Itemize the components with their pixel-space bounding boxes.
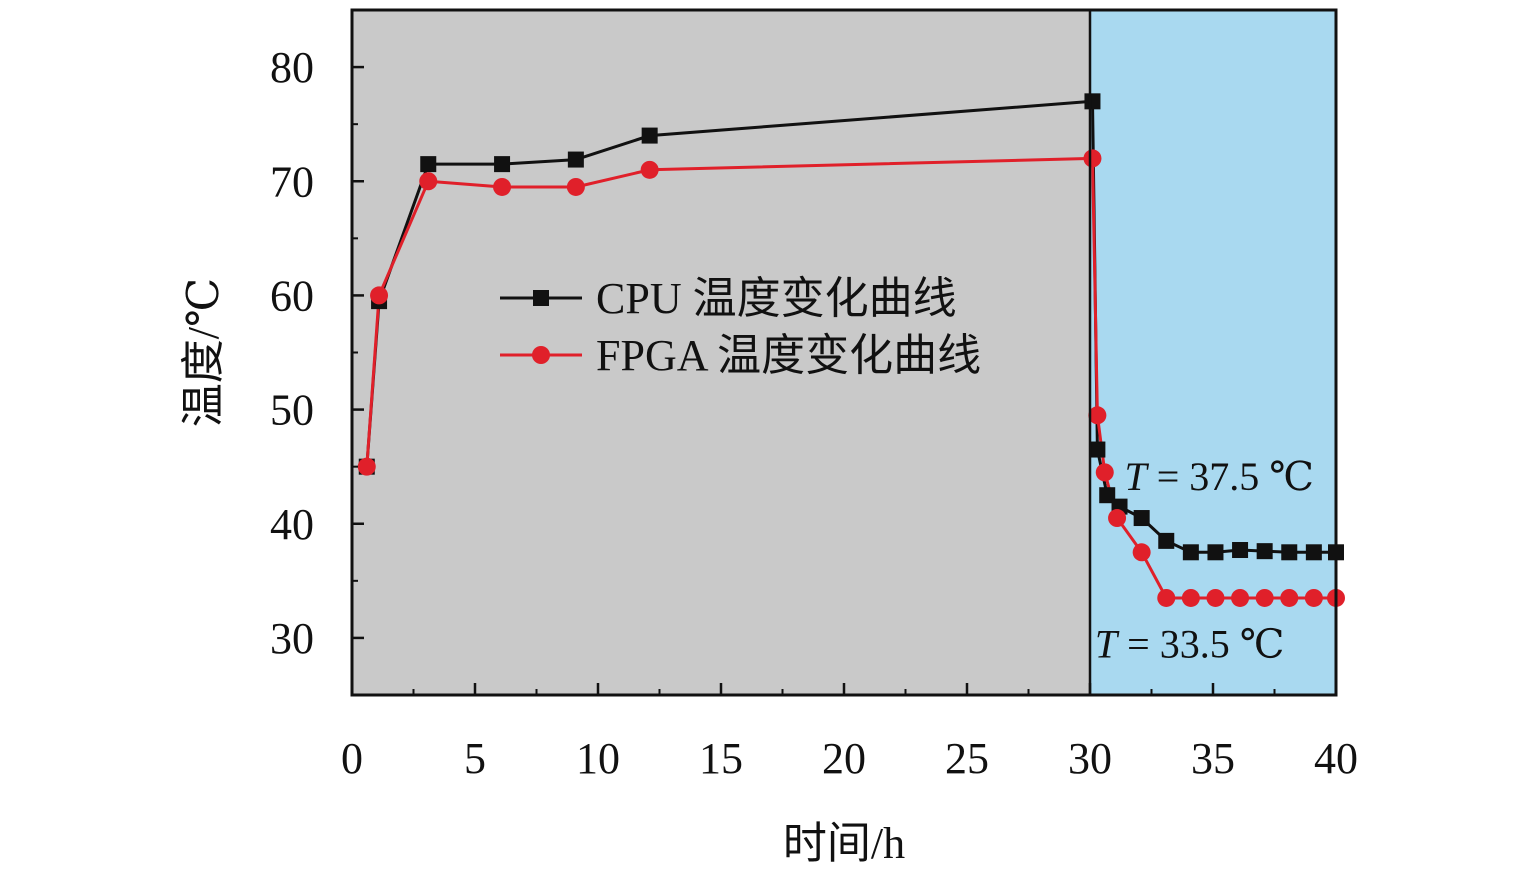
cpu-point-8	[1099, 487, 1116, 504]
x-tick-label-8: 40	[1314, 734, 1358, 783]
x-tick-label-4: 20	[822, 734, 866, 783]
cpu-point-16	[1281, 544, 1298, 561]
x-tick-label-3: 15	[699, 734, 743, 783]
fpga-point-5	[640, 160, 659, 179]
fpga-point-15	[1255, 588, 1274, 607]
cpu-point-15	[1256, 543, 1273, 560]
cpu-point-2	[420, 156, 437, 173]
cpu-point-12	[1182, 544, 1199, 561]
cpu-point-13	[1207, 544, 1224, 561]
region-1	[1090, 10, 1336, 695]
x-tick-label-2: 10	[576, 734, 620, 783]
annotation-0: T = 37.5 ℃	[1124, 454, 1314, 499]
cpu-point-7	[1089, 441, 1106, 458]
fpga-point-1	[370, 286, 389, 305]
annotation-1: T = 33.5 ℃	[1095, 622, 1285, 667]
cpu-point-11	[1158, 532, 1175, 549]
y-tick-label-4: 70	[270, 157, 314, 206]
y-axis-title: 温度/℃	[179, 278, 228, 427]
fpga-point-14	[1231, 588, 1250, 607]
fpga-point-9	[1108, 509, 1127, 528]
y-tick-label-3: 60	[270, 271, 314, 320]
legend-marker-0	[533, 290, 549, 306]
fpga-point-6	[1083, 149, 1102, 168]
background-regions	[352, 10, 1336, 695]
cpu-point-6	[1084, 93, 1101, 110]
y-tick-label-0: 30	[270, 614, 314, 663]
legend-label-1: FPGA 温度变化曲线	[596, 331, 981, 380]
x-tick-label-1: 5	[464, 734, 486, 783]
fpga-point-11	[1157, 588, 1176, 607]
fpga-point-0	[357, 457, 376, 476]
cpu-point-3	[494, 156, 511, 173]
fpga-point-10	[1132, 543, 1151, 562]
fpga-point-12	[1181, 588, 1200, 607]
legend: CPU 温度变化曲线 FPGA 温度变化曲线	[500, 274, 981, 380]
x-tick-label-7: 35	[1191, 734, 1235, 783]
fpga-point-16	[1280, 588, 1299, 607]
x-tick-label-0: 0	[341, 734, 363, 783]
fpga-point-4	[566, 177, 585, 196]
y-tick-label-5: 80	[270, 43, 314, 92]
cpu-point-5	[641, 127, 658, 144]
annotations: T = 37.5 ℃ T = 33.5 ℃	[1095, 454, 1314, 667]
cpu-point-4	[567, 151, 584, 168]
series-markers	[357, 93, 1345, 607]
x-tick-label-6: 30	[1068, 734, 1112, 783]
cpu-point-14	[1232, 542, 1249, 559]
x-tick-label-5: 25	[945, 734, 989, 783]
y-tick-label-2: 50	[270, 386, 314, 435]
fpga-point-3	[493, 177, 512, 196]
fpga-point-8	[1095, 463, 1114, 482]
ticks: 0 5 10 15 20 25 30 35 40 30 40 50 60 70 80	[270, 43, 1358, 783]
legend-marker-1	[532, 346, 550, 364]
region-0	[352, 10, 1090, 695]
cpu-point-10	[1133, 510, 1150, 527]
fpga-point-7	[1088, 406, 1107, 425]
legend-label-0: CPU 温度变化曲线	[596, 274, 957, 323]
fpga-point-2	[419, 172, 438, 191]
fpga-point-17	[1304, 588, 1323, 607]
fpga-point-13	[1206, 588, 1225, 607]
cpu-point-17	[1305, 544, 1322, 561]
y-tick-label-1: 40	[270, 500, 314, 549]
x-axis-title: 时间/h	[783, 819, 905, 868]
